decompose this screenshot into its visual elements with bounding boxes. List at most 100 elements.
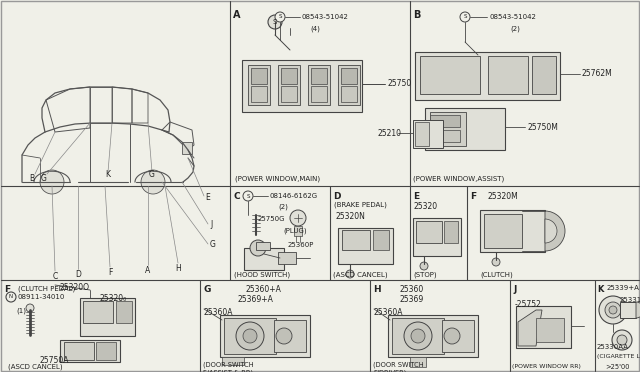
Bar	[256, 242, 270, 250]
Bar	[338, 228, 393, 264]
Text: S: S	[463, 15, 467, 19]
Wedge shape	[545, 219, 557, 243]
Bar	[341, 68, 357, 84]
Bar	[96, 342, 116, 360]
Text: F: F	[108, 268, 112, 277]
Bar	[338, 65, 360, 105]
Text: 08543-51042: 08543-51042	[489, 14, 536, 20]
Bar	[244, 248, 284, 270]
Text: 25360P: 25360P	[288, 242, 314, 248]
Bar	[413, 218, 461, 256]
Text: C: C	[52, 272, 58, 281]
Bar	[281, 86, 297, 102]
Text: (4): (4)	[310, 26, 320, 32]
Text: 25210: 25210	[378, 128, 402, 138]
Bar	[410, 357, 426, 367]
Circle shape	[612, 330, 632, 350]
Text: E: E	[205, 193, 210, 202]
Bar	[415, 122, 429, 146]
Text: 08543-51042: 08543-51042	[302, 14, 349, 20]
Bar	[425, 108, 505, 150]
Text: F/ASSIST & RR): F/ASSIST & RR)	[203, 369, 253, 372]
Bar	[488, 56, 528, 94]
Text: G: G	[210, 240, 216, 249]
Circle shape	[346, 270, 354, 278]
Bar	[442, 320, 474, 352]
Circle shape	[492, 258, 500, 266]
Text: E: E	[413, 192, 419, 201]
Text: (2): (2)	[278, 204, 288, 211]
Text: H: H	[373, 285, 381, 294]
Circle shape	[460, 12, 470, 22]
Text: C: C	[233, 192, 239, 201]
Bar	[388, 315, 478, 357]
Text: S: S	[246, 193, 250, 199]
Circle shape	[236, 322, 264, 350]
Bar	[222, 357, 244, 365]
Circle shape	[276, 328, 292, 344]
Bar	[274, 320, 306, 352]
Text: (POWER WINDOW RR): (POWER WINDOW RR)	[512, 364, 581, 369]
Text: F: F	[4, 285, 10, 294]
Bar	[620, 302, 636, 318]
Text: -25752: -25752	[515, 300, 542, 309]
Bar	[116, 301, 132, 323]
Bar	[342, 230, 370, 250]
Bar	[311, 86, 327, 102]
Text: (DOOR SWITCH: (DOOR SWITCH	[373, 361, 424, 368]
Text: H: H	[175, 264, 181, 273]
Text: F: F	[470, 192, 476, 201]
Text: G: G	[149, 170, 155, 179]
Bar	[430, 112, 466, 146]
Text: A: A	[233, 10, 241, 20]
Text: J: J	[210, 220, 212, 229]
Text: B: B	[413, 10, 420, 20]
Bar	[251, 68, 267, 84]
Bar	[60, 340, 120, 362]
Bar	[480, 210, 545, 252]
Text: K: K	[106, 170, 111, 179]
Bar	[532, 56, 556, 94]
Text: (HOOD SWITCH): (HOOD SWITCH)	[234, 272, 290, 279]
Text: 25369+A: 25369+A	[238, 295, 274, 304]
Circle shape	[275, 12, 285, 22]
Circle shape	[6, 292, 16, 302]
Text: 25320: 25320	[414, 202, 438, 211]
Wedge shape	[636, 302, 640, 318]
Polygon shape	[518, 310, 542, 346]
Text: (DOOR SWITCH: (DOOR SWITCH	[203, 361, 253, 368]
Text: (PLUG): (PLUG)	[283, 228, 307, 234]
Circle shape	[268, 15, 282, 29]
Bar	[83, 301, 113, 323]
Circle shape	[444, 328, 460, 344]
Text: (STOP): (STOP)	[413, 272, 436, 279]
Text: (BRAKE PEDAL): (BRAKE PEDAL)	[334, 202, 387, 208]
Text: (CIGARETTE LIGHTER): (CIGARETTE LIGHTER)	[597, 354, 640, 359]
Circle shape	[404, 322, 432, 350]
Text: (1): (1)	[16, 307, 26, 314]
Bar	[294, 226, 302, 236]
Circle shape	[609, 306, 617, 314]
Text: (2): (2)	[510, 26, 520, 32]
Bar	[341, 86, 357, 102]
Bar	[224, 318, 276, 354]
Text: G: G	[41, 174, 47, 183]
Text: 25369: 25369	[400, 295, 424, 304]
Bar	[536, 318, 564, 342]
Circle shape	[605, 302, 621, 318]
Text: 25331₀: 25331₀	[620, 297, 640, 303]
Bar	[484, 214, 522, 248]
Text: D: D	[333, 192, 340, 201]
Bar	[242, 60, 362, 112]
Text: (ASCD CANCEL): (ASCD CANCEL)	[8, 364, 63, 371]
Text: 25360A: 25360A	[204, 308, 234, 317]
Text: 25360A: 25360A	[374, 308, 403, 317]
Text: J: J	[513, 285, 516, 294]
Circle shape	[141, 170, 165, 194]
Wedge shape	[545, 211, 565, 251]
Circle shape	[420, 262, 428, 270]
Bar	[392, 318, 444, 354]
Text: 25320M: 25320M	[487, 192, 518, 201]
Bar	[278, 65, 300, 105]
Bar	[311, 68, 327, 84]
